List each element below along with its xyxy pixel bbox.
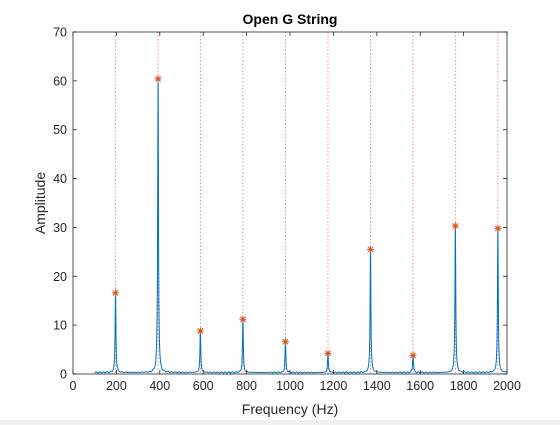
y-tick-label: 0 xyxy=(60,368,67,382)
peak-marker xyxy=(112,289,120,297)
peak-marker xyxy=(239,315,247,323)
peak-marker xyxy=(367,245,375,253)
chart-title: Open G String xyxy=(243,11,338,27)
spectrum-series xyxy=(94,77,508,374)
peak-marker xyxy=(281,338,289,346)
x-tick-label: 800 xyxy=(236,379,257,393)
y-tick-label: 20 xyxy=(53,270,67,284)
y-tick-label: 10 xyxy=(53,319,67,333)
plot-area xyxy=(73,32,507,374)
peak-marker xyxy=(196,327,204,335)
peak-marker xyxy=(494,224,502,232)
x-tick-label: 600 xyxy=(193,379,214,393)
x-tick-label: 1200 xyxy=(319,379,347,393)
peak-marker xyxy=(409,351,417,359)
y-tick-label: 30 xyxy=(53,221,67,235)
y-tick-label: 60 xyxy=(53,74,67,88)
x-tick-label: 1600 xyxy=(406,379,434,393)
x-tick-label: 1000 xyxy=(276,379,304,393)
x-tick-label: 1400 xyxy=(363,379,391,393)
x-axis-label: Frequency (Hz) xyxy=(242,401,338,417)
y-tick-label: 70 xyxy=(53,26,67,40)
x-tick-label: 0 xyxy=(70,379,77,393)
x-tick-label: 2000 xyxy=(493,379,521,393)
y-axis-label: Amplitude xyxy=(32,172,48,234)
x-tick-label: 200 xyxy=(106,379,127,393)
x-tick-label: 400 xyxy=(149,379,170,393)
y-tick-label: 50 xyxy=(53,123,67,137)
peak-marker xyxy=(451,222,459,230)
x-tick-label: 1800 xyxy=(450,379,478,393)
y-tick-label: 40 xyxy=(53,172,67,186)
peak-marker xyxy=(324,349,332,357)
peak-marker xyxy=(154,75,162,83)
